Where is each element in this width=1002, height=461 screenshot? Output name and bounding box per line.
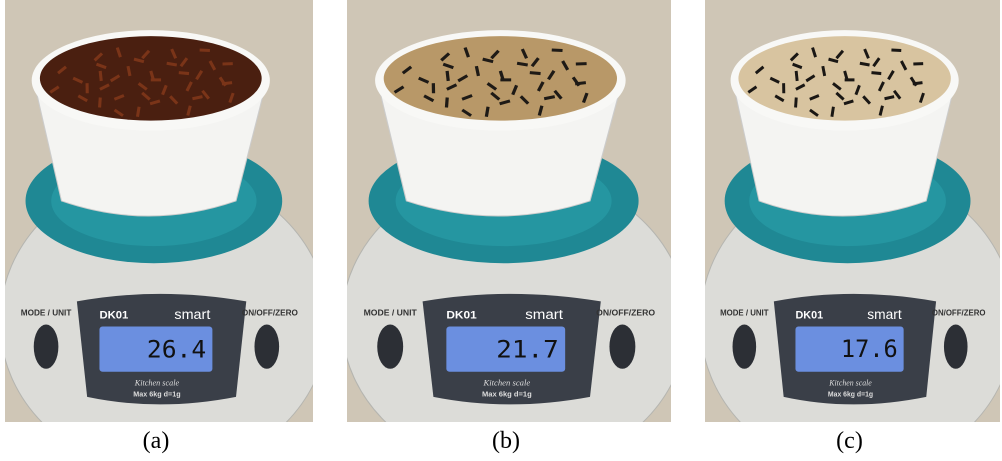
contents-fleck	[200, 48, 210, 52]
caption: (c)	[836, 428, 863, 455]
contents-fleck	[552, 48, 563, 52]
figure: MODE / UNIT ON/OFF/ZERO DK01 smart 26.4 Kitch…	[0, 0, 1002, 461]
photo: MODE / UNIT ON/OFF/ZERO DK01 smart 21.7 Kitch…	[347, 0, 671, 422]
caption: (a)	[143, 428, 170, 455]
reading: 17.6	[841, 335, 898, 363]
contents-fleck	[891, 48, 901, 52]
contents-fleck	[86, 83, 89, 93]
model: DK01	[99, 310, 128, 322]
model: DK01	[795, 309, 823, 321]
capacity: Max 6kg d=1g	[828, 392, 873, 399]
contents-fleck	[782, 83, 785, 93]
contents-fleck	[913, 62, 923, 65]
reading: 26.4	[147, 335, 206, 364]
left-button	[34, 325, 59, 369]
photo: MODE / UNIT ON/OFF/ZERO DK01 smart 26.4 Kitch…	[5, 0, 313, 422]
photo: MODE / UNIT ON/OFF/ZERO DK01 smart 17.6 Kitch…	[705, 0, 1000, 422]
contents-fleck	[576, 62, 587, 65]
right-button	[944, 325, 968, 369]
caption: (b)	[492, 428, 520, 455]
brand: smart	[867, 306, 902, 322]
left-button	[733, 325, 757, 369]
right-button	[254, 325, 279, 369]
contents-fleck	[432, 83, 435, 93]
capacity: Max 6kg d=1g	[133, 391, 180, 399]
left-button-label: MODE / UNIT	[21, 309, 72, 318]
right-button-label: ON/OFF/ZERO	[932, 309, 986, 318]
left-button-label: MODE / UNIT	[364, 308, 417, 318]
contents-fleck	[222, 62, 232, 65]
brand: smart	[174, 307, 210, 323]
right-button	[609, 325, 635, 369]
left-button-label: MODE / UNIT	[720, 309, 769, 318]
reading: 21.7	[496, 335, 558, 363]
right-button-label: ON/OFF/ZERO	[596, 308, 655, 318]
brand: smart	[525, 308, 563, 323]
model: DK01	[446, 310, 477, 322]
subtitle: Kitchen scale	[482, 379, 530, 388]
subtitle: Kitchen scale	[134, 379, 180, 388]
capacity: Max 6kg d=1g	[482, 390, 532, 399]
right-button-label: ON/OFF/ZERO	[242, 309, 298, 318]
left-button	[377, 325, 403, 369]
subtitle: Kitchen scale	[828, 379, 872, 388]
